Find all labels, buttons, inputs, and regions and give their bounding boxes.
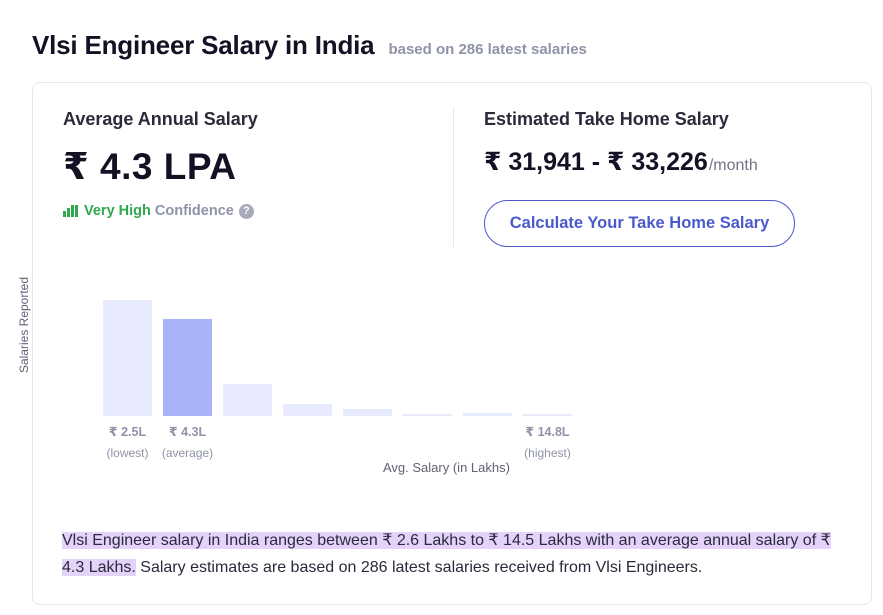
vertical-divider [453,107,454,247]
take-home-label: Estimated Take Home Salary [484,109,729,129]
chart-bar [343,409,392,416]
signal-bars-icon [63,205,78,217]
x-tick-sublabel: (lowest) [106,446,149,460]
chart-bar [163,319,212,416]
calculate-take-home-button[interactable]: Calculate Your Take Home Salary [484,200,795,247]
summary-rest: Salary estimates are based on 286 latest… [135,559,703,576]
x-tick-sublabel: (highest) [524,446,571,460]
y-axis-label: Salaries Reported [17,276,31,374]
page-subtitle: based on 286 latest salaries [388,41,587,58]
chart-bar [103,300,152,416]
x-tick-label: ₹ 4.3L [168,425,207,439]
chart-bar [523,414,572,416]
chart-bar [283,404,332,416]
confidence-level: Very High [84,203,151,219]
take-home-unit: /month [708,157,758,174]
page-title: Vlsi Engineer Salary in India [32,30,375,60]
x-tick-label: ₹ 14.8L [525,425,570,439]
salary-summary: Vlsi Engineer salary in India ranges bet… [62,527,852,581]
take-home-range: ₹ 31,941 - ₹ 33,226 [484,148,708,176]
x-tick-label: ₹ 2.5L [108,425,147,439]
x-tick-sublabel: (average) [161,446,214,460]
average-salary-label: Average Annual Salary [63,109,258,129]
x-axis-label: Avg. Salary (in Lakhs) [383,460,510,475]
chart-bar [223,384,272,416]
confidence-indicator: Very High Confidence ? [63,203,254,219]
page-heading: Vlsi Engineer Salary in India based on 2… [32,30,587,61]
take-home-value: ₹ 31,941 - ₹ 33,226 /month [484,147,758,177]
average-salary-value: ₹ 4.3 LPA [63,146,237,187]
help-icon[interactable]: ? [238,203,254,219]
confidence-label: Confidence [154,203,234,219]
chart-bar [463,413,512,416]
chart-bar [403,414,452,416]
